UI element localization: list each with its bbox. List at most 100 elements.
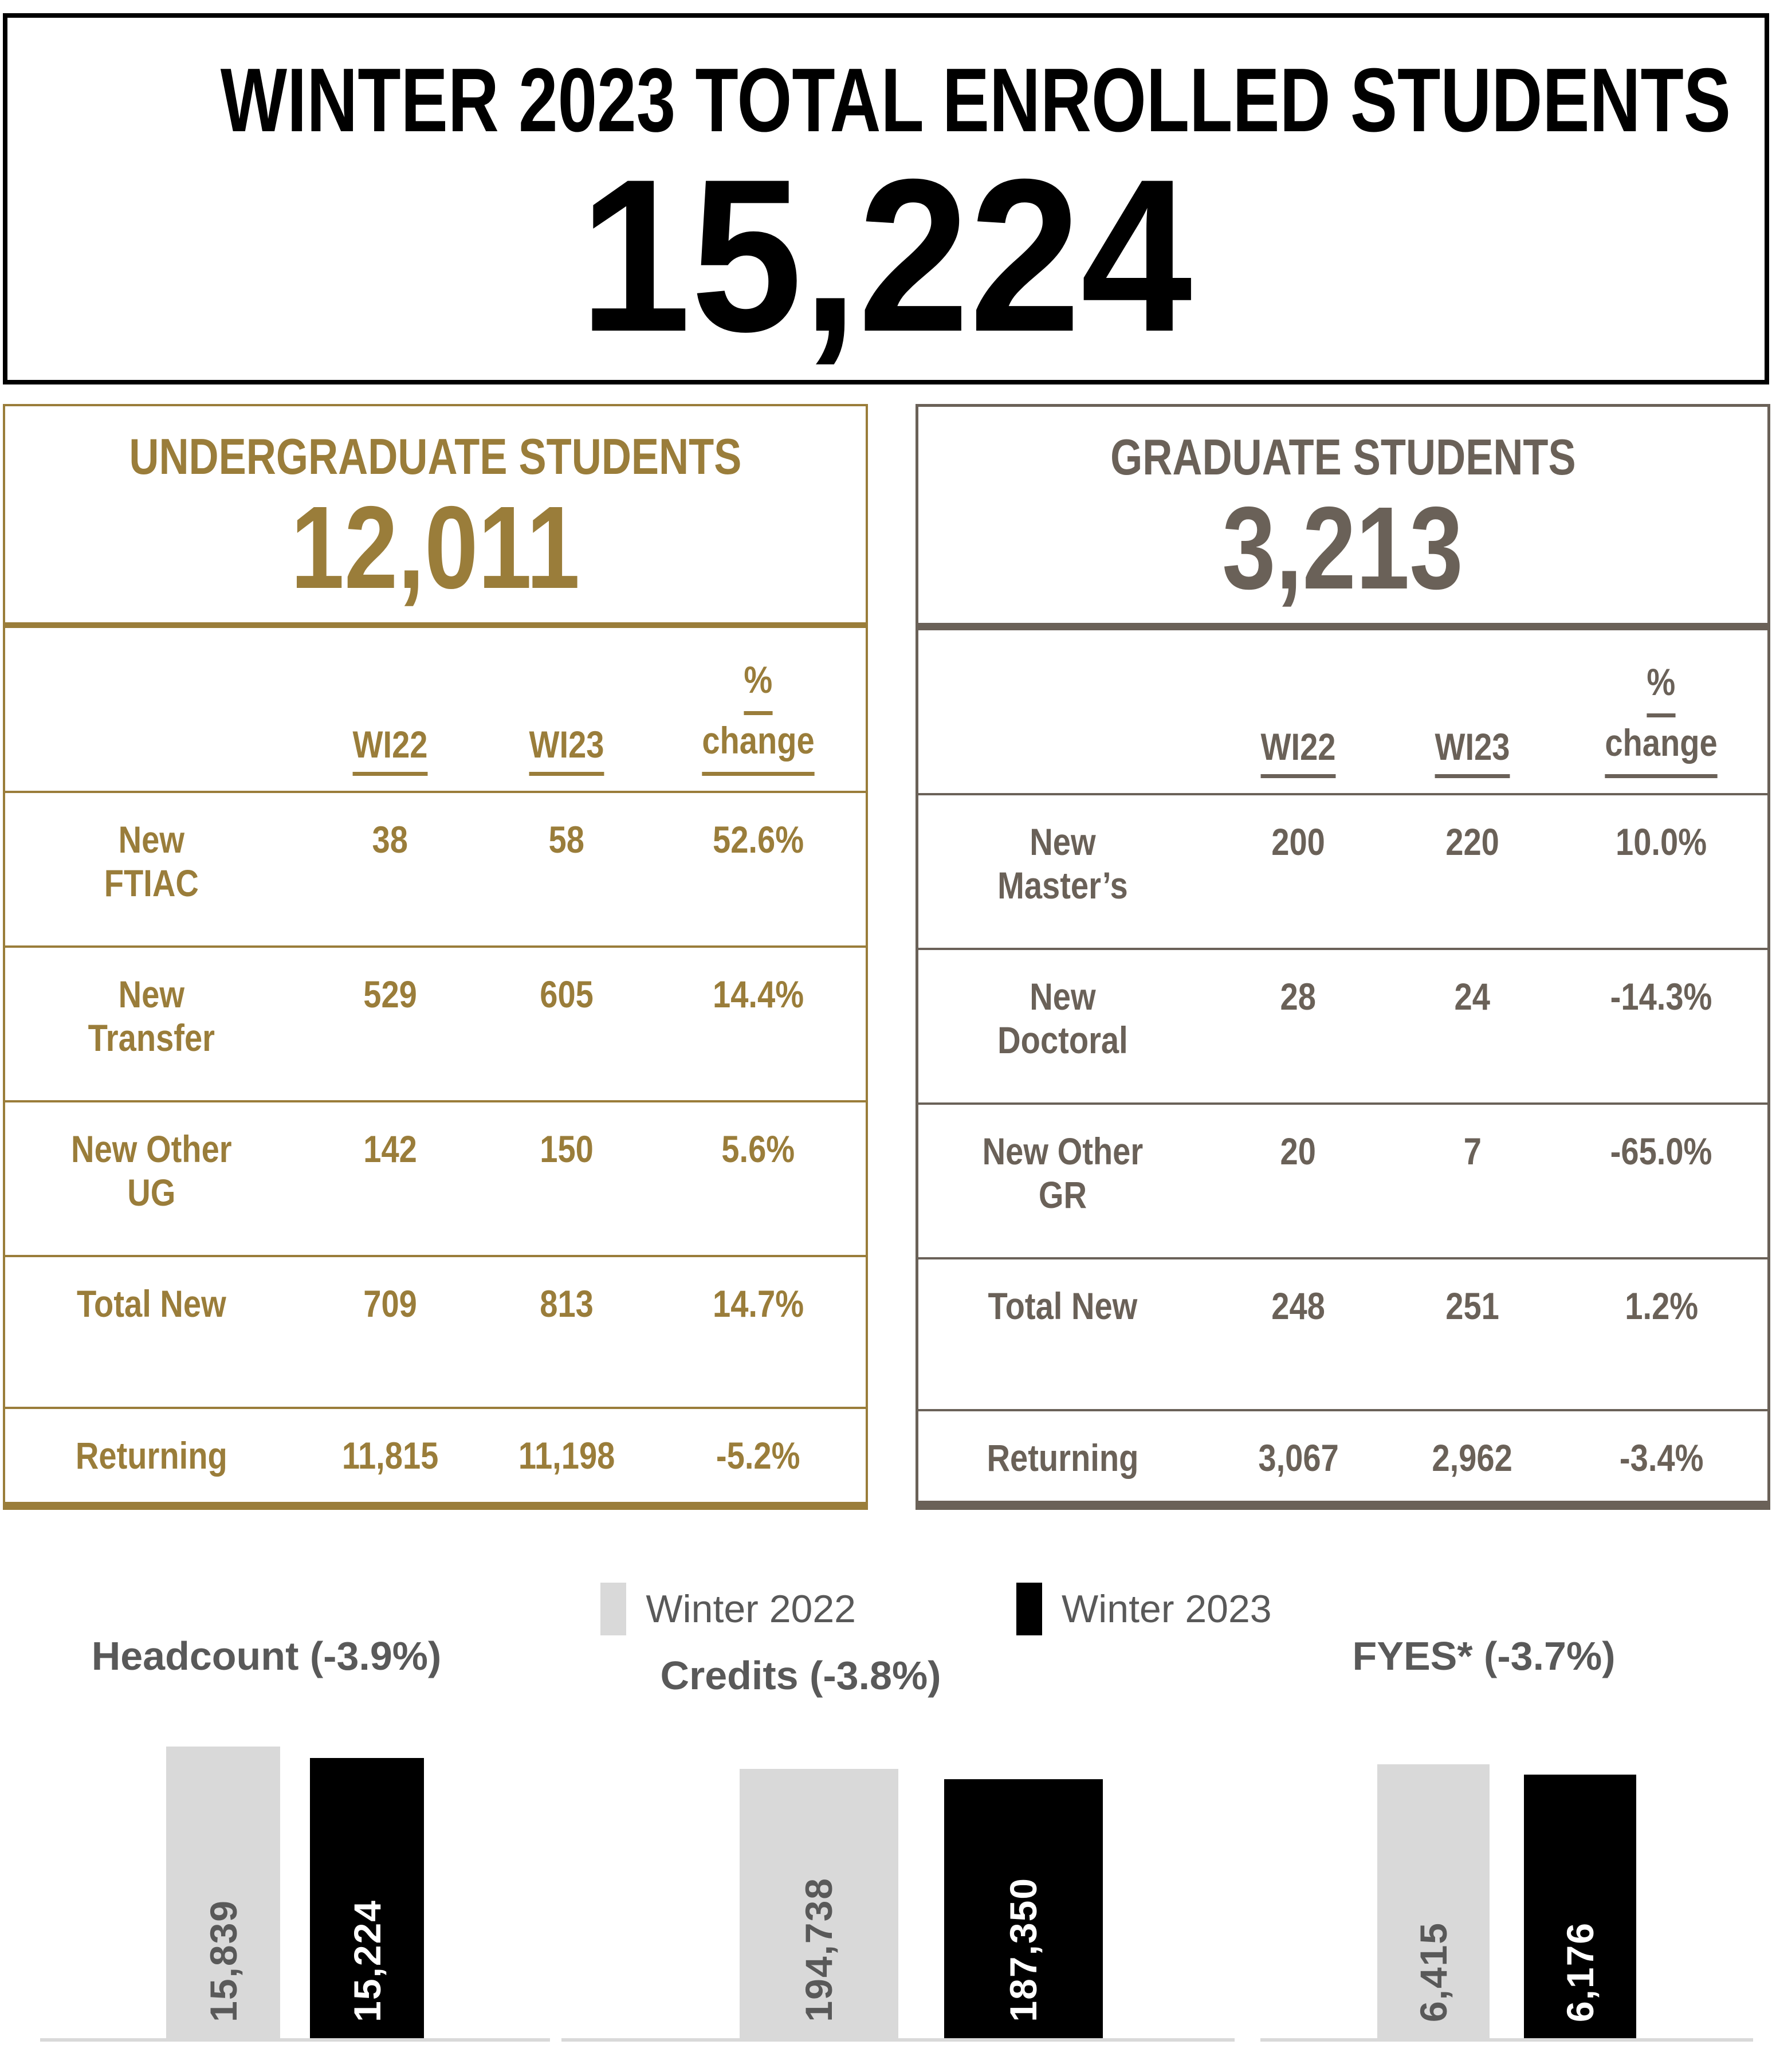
- cell-wi22: 248: [1271, 1285, 1325, 1328]
- table-row-new-doctoral: New Doctoral 28 24 -14.3%: [918, 949, 1767, 1104]
- table-row-total-new: Total New 248 251 1.2%: [918, 1258, 1767, 1410]
- table-row-new-other-ug: New Other UG 142 150 5.6%: [5, 1101, 866, 1256]
- cell-wi23: 813: [540, 1282, 594, 1325]
- headcount-bars: 15,839 15,224: [40, 1747, 550, 2038]
- cell-pct-change: 14.4%: [712, 973, 804, 1016]
- row-label: New Master’s: [997, 821, 1128, 907]
- bar-winter-2022-credits: 194,738: [739, 1769, 898, 2038]
- bar-value-label: 194,738: [797, 1877, 840, 2022]
- column-header-pct-change: % change: [1555, 630, 1767, 794]
- row-label: Returning: [987, 1437, 1139, 1480]
- legend-item-winter-2022: Winter 2022: [600, 1583, 856, 1635]
- cell-wi23: 58: [548, 818, 585, 861]
- column-header-wi23: WI23: [483, 628, 651, 792]
- table-row-returning: Returning 3,067 2,962 -3.4%: [918, 1410, 1767, 1531]
- cell-pct-change: 1.2%: [1624, 1285, 1698, 1328]
- cell-wi22: 142: [363, 1128, 417, 1171]
- page-title: WINTER 2023 TOTAL ENROLLED STUDENTS: [7, 50, 1765, 151]
- cell-wi22: 28: [1280, 975, 1317, 1018]
- cell-pct-change: -3.4%: [1619, 1437, 1704, 1480]
- undergraduate-panel: UNDERGRADUATE STUDENTS 12,011 WI22 WI23 …: [3, 404, 868, 1510]
- graduate-panel-title: GRADUATE STUDENTS: [1110, 429, 1576, 485]
- cell-pct-change: 10.0%: [1616, 821, 1707, 864]
- legend-swatch-winter-2022: [600, 1583, 627, 1635]
- chart-legend: Winter 2022 Winter 2023: [0, 1583, 1772, 1635]
- column-header-blank: [5, 628, 298, 792]
- bar-value-label: 15,224: [345, 1900, 388, 2022]
- row-label: New Other GR: [982, 1130, 1144, 1216]
- cell-wi22: 200: [1271, 821, 1325, 864]
- graduate-table: WI22 WI23 % change New Master’s 200 220 1…: [918, 630, 1767, 1531]
- column-header-pct-change: % change: [650, 628, 866, 792]
- headcount-chart-title: Headcount (-3.9%): [91, 1634, 442, 1678]
- undergraduate-divider: [5, 622, 866, 629]
- table-row-new-ftiac: New FTIAC 38 58 52.6%: [5, 792, 866, 947]
- bar-winter-2022-fyes: 6,415: [1377, 1764, 1490, 2038]
- row-label: Returning: [75, 1434, 227, 1477]
- graduate-panel: GRADUATE STUDENTS 3,213 WI22 WI23 % chan…: [916, 404, 1770, 1510]
- fyes-bars: 6,415 6,176: [1260, 1764, 1753, 2038]
- total-enrolled-value: 15,224: [7, 133, 1765, 377]
- cell-pct-change: -65.0%: [1610, 1130, 1712, 1173]
- column-header-wi23: WI23: [1390, 630, 1555, 794]
- cell-wi22: 529: [363, 973, 417, 1016]
- cell-pct-change: 14.7%: [712, 1282, 804, 1325]
- bar-winter-2022-headcount: 15,839: [166, 1747, 280, 2038]
- legend-label: Winter 2023: [1062, 1587, 1272, 1631]
- cell-wi23: 11,198: [518, 1434, 615, 1477]
- cell-wi23: 251: [1445, 1285, 1499, 1328]
- cell-pct-change: 5.6%: [721, 1128, 795, 1171]
- table-header-row: WI22 WI23 % change: [918, 630, 1767, 794]
- column-header-wi22: WI22: [298, 628, 483, 792]
- column-header-blank: [918, 630, 1207, 794]
- bar-value-label: 6,415: [1412, 1921, 1455, 2022]
- cell-wi23: 7: [1463, 1130, 1482, 1173]
- legend-item-winter-2023: Winter 2023: [1016, 1583, 1272, 1635]
- table-row-new-transfer: New Transfer 529 605 14.4%: [5, 947, 866, 1101]
- column-header-wi22: WI22: [1207, 630, 1390, 794]
- cell-pct-change: 52.6%: [712, 818, 804, 861]
- cell-pct-change: -14.3%: [1610, 975, 1712, 1018]
- row-label: Total New: [76, 1282, 226, 1325]
- bar-value-label: 15,839: [202, 1900, 245, 2022]
- bar-winter-2023-fyes: 6,176: [1524, 1775, 1636, 2038]
- credits-chart: Credits (-3.8%) 194,738 187,350: [561, 1634, 1235, 2042]
- cell-wi22: 11,815: [341, 1434, 439, 1477]
- undergraduate-panel-title: UNDERGRADUATE STUDENTS: [129, 428, 742, 485]
- cell-wi23: 2,962: [1432, 1437, 1513, 1480]
- header-box: WINTER 2023 TOTAL ENROLLED STUDENTS 15,2…: [3, 13, 1769, 384]
- undergraduate-total-value: 12,011: [290, 482, 580, 614]
- cell-wi22: 20: [1280, 1130, 1317, 1173]
- legend-label: Winter 2022: [646, 1587, 856, 1631]
- undergraduate-table: WI22 WI23 % change New FTIAC 38 58 52.6%: [5, 628, 866, 1528]
- row-label: Total New: [988, 1285, 1138, 1328]
- cell-wi22: 3,067: [1258, 1437, 1339, 1480]
- bar-winter-2023-credits: 187,350: [944, 1779, 1103, 2038]
- bar-winter-2023-headcount: 15,224: [310, 1758, 424, 2038]
- row-label: New FTIAC: [104, 818, 199, 905]
- legend-swatch-winter-2023: [1016, 1583, 1042, 1635]
- cell-wi23: 605: [540, 973, 594, 1016]
- row-label: New Transfer: [88, 973, 215, 1059]
- fyes-chart: FYES* (-3.7%) 6,415 6,176: [1260, 1634, 1753, 2042]
- x-axis-line: [1260, 2038, 1753, 2042]
- cell-wi23: 220: [1445, 821, 1499, 864]
- cell-wi22: 709: [363, 1282, 417, 1325]
- fyes-chart-title: FYES* (-3.7%): [1352, 1634, 1616, 1678]
- table-row-returning: Returning 11,815 11,198 -5.2%: [5, 1408, 866, 1528]
- cell-wi22: 38: [372, 818, 408, 861]
- row-label: New Other UG: [71, 1128, 232, 1214]
- table-row-new-other-gr: New Other GR 20 7 -65.0%: [918, 1104, 1767, 1258]
- graduate-divider: [918, 623, 1767, 631]
- bar-value-label: 6,176: [1559, 1921, 1601, 2022]
- headcount-chart: Headcount (-3.9%) 15,839 15,224: [40, 1634, 550, 2042]
- table-row-total-new: Total New 709 813 14.7%: [5, 1256, 866, 1408]
- cell-pct-change: -5.2%: [716, 1434, 800, 1477]
- graduate-total-value: 3,213: [1222, 482, 1464, 614]
- credits-chart-title: Credits (-3.8%): [660, 1653, 941, 1698]
- total-enrolled-value-text: 15,224: [579, 133, 1193, 377]
- credits-bars: 194,738 187,350: [561, 1769, 1235, 2038]
- table-row-new-masters: New Master’s 200 220 10.0%: [918, 794, 1767, 949]
- cell-wi23: 150: [540, 1128, 594, 1171]
